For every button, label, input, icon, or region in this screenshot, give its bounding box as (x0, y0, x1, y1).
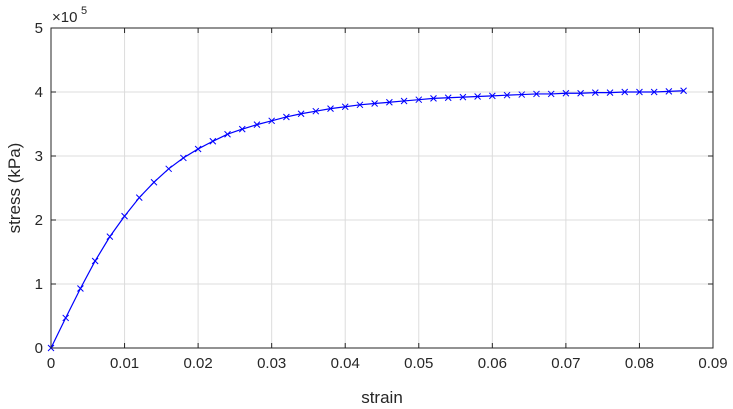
data-point-marker (106, 233, 114, 240)
data-point-marker (621, 88, 629, 96)
data-point-marker (268, 117, 276, 125)
data-point-marker (356, 101, 364, 109)
x-tick-label: 0.08 (625, 355, 654, 372)
y-exponent-power: 5 (81, 5, 87, 17)
x-tick-label: 0.03 (257, 355, 286, 372)
data-point-marker (135, 194, 143, 201)
y-tick-labels: 0 1 2 3 4 5 (35, 20, 43, 357)
data-point-marker (474, 93, 481, 100)
x-tick-label: 0.01 (110, 355, 139, 372)
x-tick-label: 0.07 (551, 355, 580, 372)
data-point-marker (386, 98, 393, 106)
data-point-marker (533, 90, 540, 98)
data-point-marker (636, 88, 643, 96)
y-tick-label: 4 (35, 84, 43, 101)
data-point-marker (180, 154, 187, 162)
y-tick-label: 0 (35, 340, 43, 357)
data-point-marker (650, 88, 658, 96)
y-axis-title: stress (kPa) (5, 143, 24, 234)
data-point-marker (415, 96, 423, 104)
tick-marks (50, 27, 714, 349)
y-tick-label: 3 (35, 148, 43, 165)
x-tick-label: 0.05 (404, 355, 433, 372)
data-point-marker (312, 107, 320, 115)
data-point-marker (444, 94, 452, 102)
data-point-marker (327, 105, 334, 112)
x-tick-label: 0.06 (478, 355, 507, 372)
data-point-marker (400, 97, 408, 105)
x-tick-label: 0 (47, 355, 55, 372)
x-axis-title: strain (361, 388, 403, 407)
data-point-marker (209, 137, 217, 145)
data-point-marker (165, 165, 173, 173)
data-point-marker (562, 89, 570, 97)
x-tick-label: 0.04 (331, 355, 360, 372)
x-tick-labels: 0 0.01 0.02 0.03 0.04 0.05 0.06 0.07 0.08 0.09 (47, 355, 728, 372)
data-point-marker (341, 103, 349, 111)
data-point-marker (194, 145, 202, 153)
data-point-marker (62, 314, 70, 322)
y-tick-label: 1 (35, 276, 43, 293)
data-point-marker (459, 93, 467, 101)
data-point-marker (224, 130, 231, 138)
data-point-marker (591, 89, 599, 96)
data-point-marker (518, 91, 526, 98)
data-point-marker (488, 92, 496, 100)
data-point-marker (430, 95, 437, 102)
data-point-marker (503, 91, 511, 99)
data-point-marker (238, 125, 246, 133)
data-point-marker (606, 89, 614, 96)
plot-frame (50, 27, 714, 349)
y-tick-label: 5 (35, 20, 43, 37)
x-tick-label: 0.09 (698, 355, 727, 372)
data-point-marker (665, 88, 673, 95)
data-point-marker (121, 212, 128, 220)
series-layer (47, 87, 687, 352)
data-point-marker (297, 110, 305, 118)
data-point-marker (77, 285, 84, 292)
y-exponent-label: ×10 (52, 9, 77, 26)
data-point-marker (91, 257, 99, 265)
plot-area (51, 28, 713, 348)
x-tick-label: 0.02 (184, 355, 213, 372)
data-point-marker (253, 121, 261, 128)
data-point-marker (547, 90, 555, 98)
data-point-marker (577, 89, 584, 97)
data-point-marker (371, 100, 378, 107)
data-point-marker (283, 113, 290, 121)
y-tick-label: 2 (35, 212, 43, 229)
data-point-marker (150, 178, 158, 186)
data-point-marker (680, 87, 687, 95)
